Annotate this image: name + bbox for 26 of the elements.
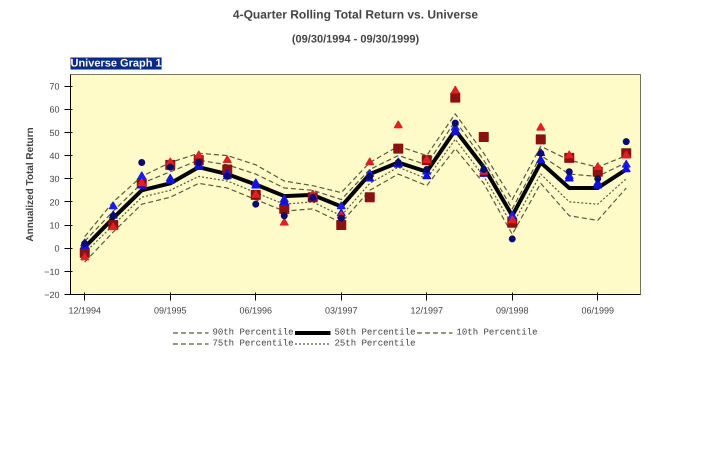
y-tick-label: 70 — [49, 82, 60, 92]
x-tick-label: 09/1995 — [154, 306, 187, 316]
x-tick-label: 03/1997 — [324, 306, 358, 316]
y-tick-label: 20 — [49, 197, 60, 208]
x-tick-label: 09/1998 — [496, 306, 529, 316]
x-tick-label: 12/1997 — [410, 306, 444, 316]
y-axis-title: Annualized Total Return — [25, 127, 36, 242]
x-tick-label: 06/1999 — [581, 306, 614, 316]
legend-label: 25th Percentile — [334, 338, 416, 348]
x-tick-label: 12/1994 — [68, 306, 102, 316]
y-tick-label: 30 — [49, 174, 60, 184]
y-tick-label: 60 — [49, 104, 60, 115]
legend-label: 10th Percentile — [456, 328, 538, 338]
y-tick-label: 0 — [54, 244, 60, 254]
chart-subtitle: (09/30/1994 - 09/30/1999) — [292, 34, 420, 46]
legend-label: 90th Percentile — [212, 328, 294, 338]
y-tick-label: 40 — [49, 151, 60, 162]
y-tick-label: −10 — [44, 266, 60, 277]
legend-label: 50th Percentile — [334, 328, 416, 338]
chart-title: 4-Quarter Rolling Total Return vs. Universe — [232, 8, 478, 22]
y-tick-label: 50 — [49, 128, 60, 138]
y-tick-label: 10 — [49, 220, 60, 231]
y-tick-label: −20 — [44, 290, 60, 300]
legend-label: 75th Percentile — [212, 338, 294, 348]
text: Universe Graph 1 — [70, 58, 162, 70]
x-tick-label: 06/1996 — [239, 306, 272, 316]
